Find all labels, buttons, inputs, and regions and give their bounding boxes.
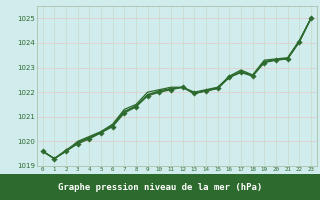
Text: Graphe pression niveau de la mer (hPa): Graphe pression niveau de la mer (hPa): [58, 182, 262, 192]
